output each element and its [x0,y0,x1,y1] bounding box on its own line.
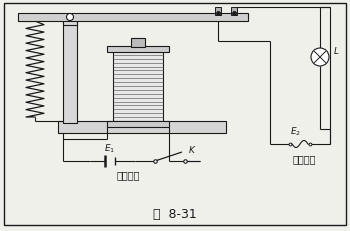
Bar [231,8,237,16]
Bar [58,122,226,134]
Bar [63,18,77,26]
Bar [113,52,163,122]
Text: 工作电路: 工作电路 [292,153,316,163]
Circle shape [311,49,329,67]
Text: 控制电路: 控制电路 [116,169,140,179]
Circle shape [66,14,74,21]
Text: $E_1$: $E_1$ [104,142,116,155]
Bar [107,47,169,53]
Bar [131,39,145,48]
Bar [215,8,221,16]
Bar [18,14,248,22]
Text: $L$: $L$ [333,45,340,56]
Text: $E_2$: $E_2$ [290,125,302,138]
Text: $K$: $K$ [188,143,196,154]
Text: 图  8-31: 图 8-31 [153,208,197,221]
Bar [63,22,77,123]
Bar [107,122,169,128]
